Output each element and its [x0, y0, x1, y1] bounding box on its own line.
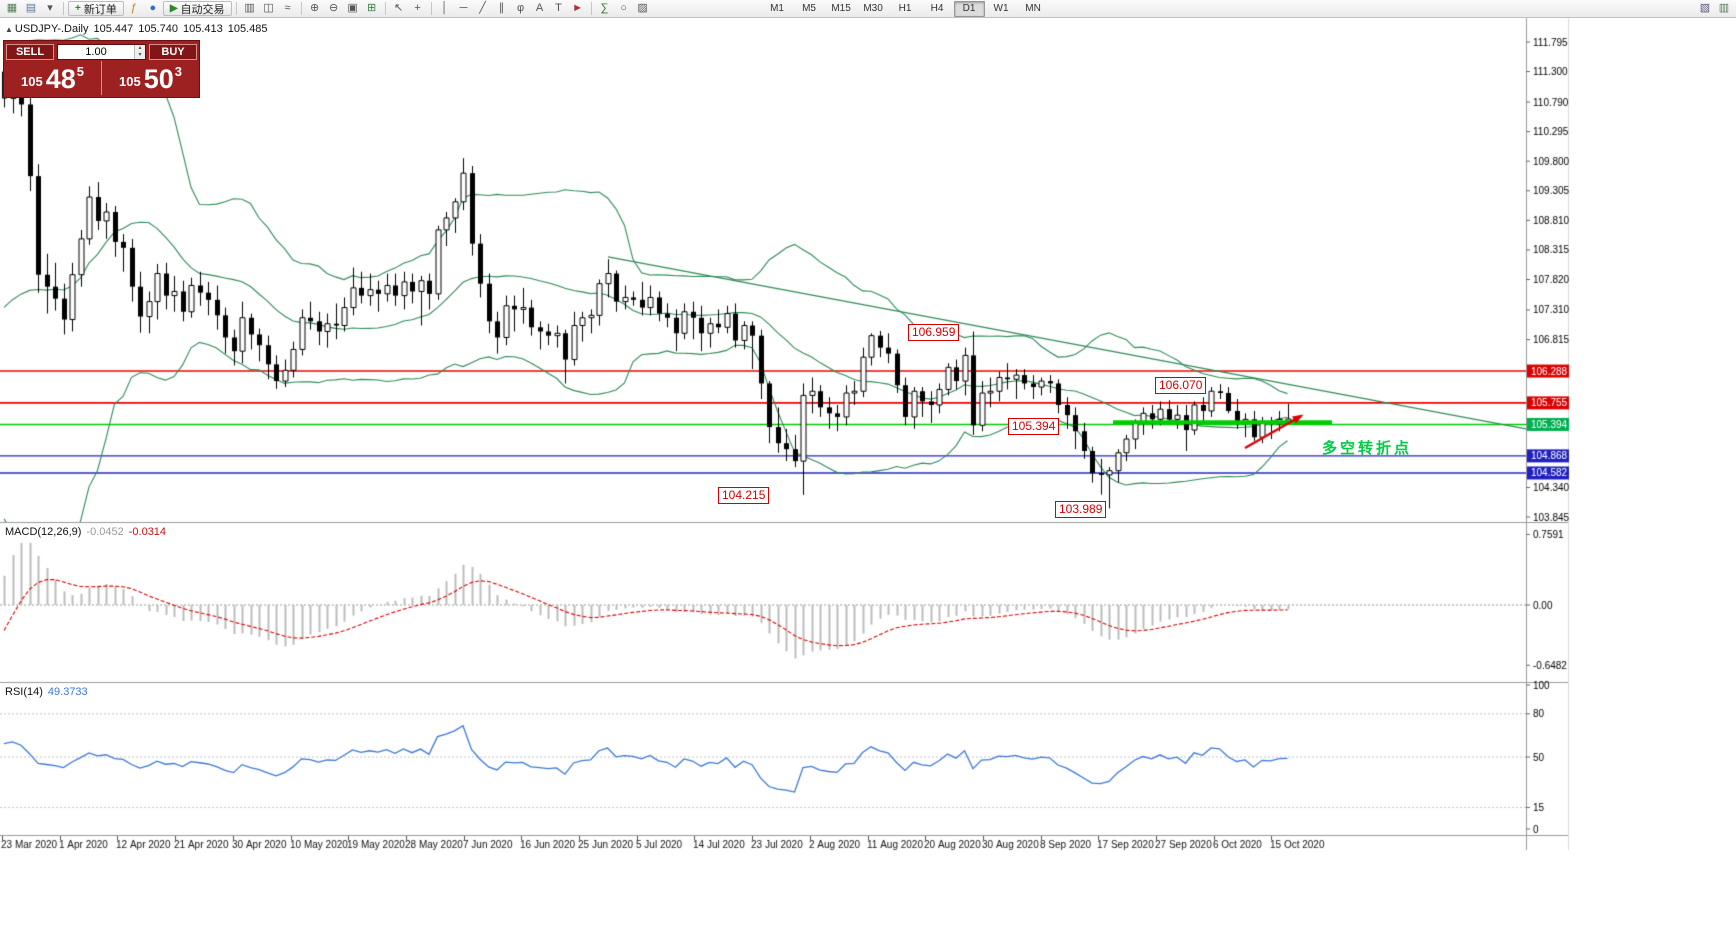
label-icon[interactable]: T	[555, 2, 562, 14]
crosshair-icon[interactable]: +	[414, 2, 421, 14]
toolbar: ▦ ▤ ▾ + 新订单 ƒ ● ▶ 自动交易 ▥ ◫ ≈ ⊕ ⊖ ▣ ⊞ ↖ + │ ─ ╱ ∥ φ A T ► ∑ ○ ▨…	[0, 0, 1736, 18]
annotation-note[interactable]: 多空转折点	[1322, 440, 1413, 457]
chart-tools-group: ▥ ◫ ≈ ⊕ ⊖ ▣ ⊞ ↖ + │ ─ ╱ ∥ φ A T ► ∑ ○ ▨	[241, 1, 652, 16]
rsi-panel[interactable]	[0, 686, 1526, 835]
zoom-out-icon[interactable]: ⊖	[328, 2, 339, 14]
play-icon: ▶	[169, 3, 178, 14]
sell-price-pips: 48	[45, 64, 76, 94]
low-value: 105.413	[183, 23, 223, 35]
buy-price-figure: 105	[119, 74, 141, 89]
timeframe-d1-button[interactable]: D1	[953, 0, 985, 17]
volume-up-icon[interactable]: ▴	[138, 45, 142, 51]
high-value: 105.740	[138, 23, 179, 35]
line-chart-icon[interactable]: ≈	[284, 2, 291, 14]
price-axis[interactable]	[1526, 19, 1570, 835]
zoom-in-icon[interactable]: ⊕	[309, 2, 320, 14]
price-label[interactable]: 103.989	[1055, 501, 1107, 518]
arrows-icon[interactable]: ►	[572, 2, 583, 14]
toolbar-separator	[235, 2, 237, 15]
horizontal-line-icon[interactable]: ─	[459, 2, 468, 14]
candlestick-chart-icon[interactable]: ◫	[263, 2, 274, 14]
volume-stepper[interactable]: ▴ ▾	[134, 45, 145, 59]
macd-panel-separator[interactable]	[0, 519, 1526, 526]
cursor-icon[interactable]: ↖	[393, 2, 404, 14]
volume-value[interactable]: 1.00	[85, 46, 107, 58]
chart-profiles-icon[interactable]: ▤	[25, 2, 37, 14]
templates-icon[interactable]: ▨	[637, 2, 648, 14]
bar-chart-icon[interactable]: ▥	[244, 2, 255, 14]
expert-group: ƒ ●	[125, 1, 162, 16]
timeframe-m30-button[interactable]: M30	[863, 2, 883, 14]
timeframe-mn-button[interactable]: MN	[1025, 2, 1041, 14]
volume-input[interactable]: 1.00 ▴ ▾	[57, 44, 146, 60]
price-label[interactable]: 106.959	[908, 324, 960, 341]
timeframe-m1-button[interactable]: M1	[770, 2, 784, 14]
vertical-line-icon[interactable]: │	[441, 2, 448, 14]
one-click-trading-panel: SELL 1.00 ▴ ▾ BUY 105 48 5 105 50 3	[3, 40, 200, 98]
plus-icon: +	[75, 3, 81, 14]
price-label[interactable]: 105.394	[1008, 418, 1060, 435]
periods-icon[interactable]: ○	[620, 2, 627, 14]
buy-price-display[interactable]: 105 50 3	[101, 61, 199, 95]
toolbar-separator	[300, 2, 302, 15]
rsi-value: 49.3733	[47, 686, 88, 698]
time-axis[interactable]	[0, 836, 1526, 850]
sell-price-figure: 105	[21, 74, 43, 89]
toolbar-separator	[430, 2, 432, 15]
price-label[interactable]: 104.215	[718, 487, 770, 504]
timeframe-h1-button[interactable]: H1	[898, 2, 912, 14]
tile-windows-icon[interactable]: ▣	[347, 2, 358, 14]
timeframe-w1-button[interactable]: W1	[993, 2, 1009, 14]
channel-icon[interactable]: ∥	[498, 2, 505, 14]
metaeditor-icon[interactable]: ƒ	[130, 2, 137, 14]
macd-label: MACD(12,26,9) -0.0452 -0.0314	[5, 526, 167, 538]
market-depth-icon[interactable]: ●	[149, 2, 157, 14]
trendline-icon[interactable]: ╱	[479, 2, 486, 14]
rsi-panel-separator[interactable]	[0, 679, 1526, 686]
ohlc-readout: ▲ USDJPY-.Daily 105.447 105.740 105.413 105.4…	[5, 23, 273, 35]
toolbar-separator	[590, 2, 592, 15]
buy-price-fraction: 3	[174, 64, 182, 79]
macd-main-value: -0.0452	[86, 526, 124, 538]
buy-button[interactable]: BUY	[149, 44, 197, 60]
data-window-icon[interactable]: ▧	[1699, 2, 1711, 14]
toolbar-separator	[63, 2, 64, 15]
rsi-label: RSI(14) 49.3733	[5, 686, 88, 698]
buy-price-pips: 50	[143, 64, 174, 94]
auto-trading-button[interactable]: ▶ 自动交易	[162, 1, 232, 16]
profiles-dropdown-icon[interactable]: ▾	[47, 2, 53, 14]
toolbar-separator	[384, 2, 386, 15]
open-value: 105.447	[93, 23, 134, 35]
new-chart-icon[interactable]: ▦	[6, 2, 18, 14]
macd-signal-value: -0.0314	[128, 526, 167, 538]
timeframe-m5-button[interactable]: M5	[802, 2, 816, 14]
timeframe-m15-button[interactable]: M15	[831, 2, 851, 14]
market-watch-icon[interactable]: ▥	[1718, 2, 1730, 14]
sell-price-fraction: 5	[76, 64, 84, 79]
collapse-trade-panel-icon[interactable]: ▲	[5, 25, 13, 34]
auto-scroll-icon[interactable]: ⊞	[366, 2, 377, 14]
volume-down-icon[interactable]: ▾	[138, 52, 142, 58]
fibonacci-icon[interactable]: φ	[516, 2, 525, 14]
macd-panel[interactable]	[0, 526, 1526, 679]
chart-file-group: ▦ ▤ ▾	[3, 1, 59, 16]
indicators-icon[interactable]: ∑	[600, 2, 609, 14]
toolbar-right-group: ▧ ▥	[1696, 1, 1733, 16]
text-icon[interactable]: A	[535, 2, 544, 14]
close-value: 105.485	[227, 23, 268, 35]
main-chart-area[interactable]	[0, 19, 1526, 522]
symbol-period-label: USDJPY-.Daily	[14, 23, 89, 35]
new-order-button[interactable]: + 新订单	[68, 1, 124, 16]
sell-price-display[interactable]: 105 48 5	[4, 61, 101, 95]
price-label[interactable]: 106.070	[1155, 377, 1207, 394]
sell-button[interactable]: SELL	[6, 44, 54, 60]
timeframe-h4-button[interactable]: H4	[930, 2, 944, 14]
